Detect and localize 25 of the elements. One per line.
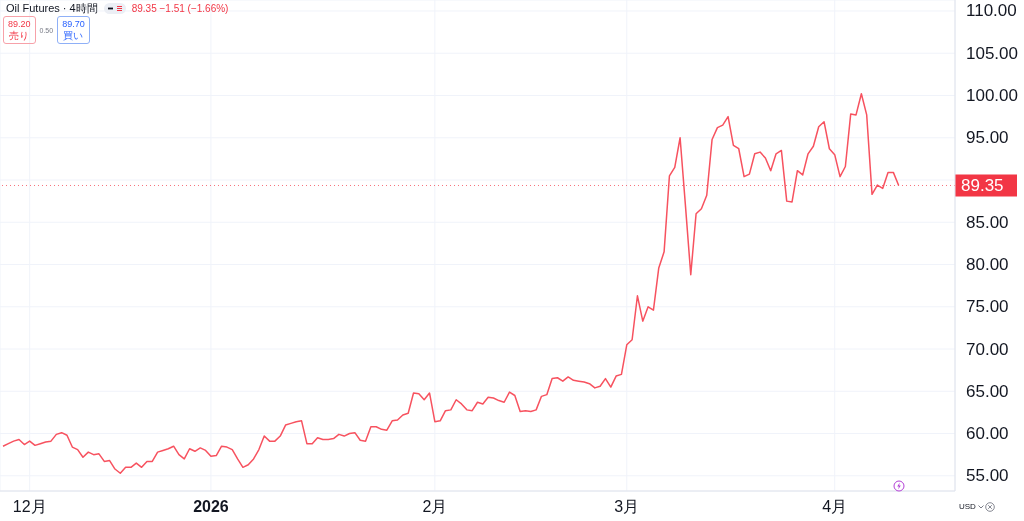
annotation: 売り [8,30,31,42]
x-tick-label: 2月 [422,497,448,515]
x-tick-label: 2026 [193,497,229,515]
chart-title: Oil Futures · 4時間 [6,1,98,16]
y-tick-label: 70.00 [966,339,1009,359]
y-tick-label: 55.00 [966,466,1009,486]
y-tick-label: 65.00 [966,381,1009,401]
annotation: 89.70 [62,18,85,30]
text: USD [959,502,976,511]
y-tick-label: 95.00 [966,128,1009,148]
line-series [2,93,900,474]
annotation: 買い [62,30,85,42]
x-tick-label: 12月 [12,497,47,515]
x-tick-label: 3月 [614,497,640,515]
y-tick-label: 105.00 [966,43,1018,63]
annotation: 89.20 [8,18,31,30]
y-tick-label: 80.00 [966,255,1009,275]
ref-line-label: 89.35 [961,176,1004,195]
chart-subtitle: 89.35 −1.51 (−1.66%) [131,3,229,14]
y-tick-label: 85.00 [966,212,1009,232]
y-tick-label: 110.00 [966,1,1017,21]
y-tick-label: 60.00 [966,424,1009,444]
x-tick-label: 4月 [822,497,848,515]
y-tick-label: 75.00 [966,297,1009,317]
y-tick-label: 100.00 [966,86,1018,105]
